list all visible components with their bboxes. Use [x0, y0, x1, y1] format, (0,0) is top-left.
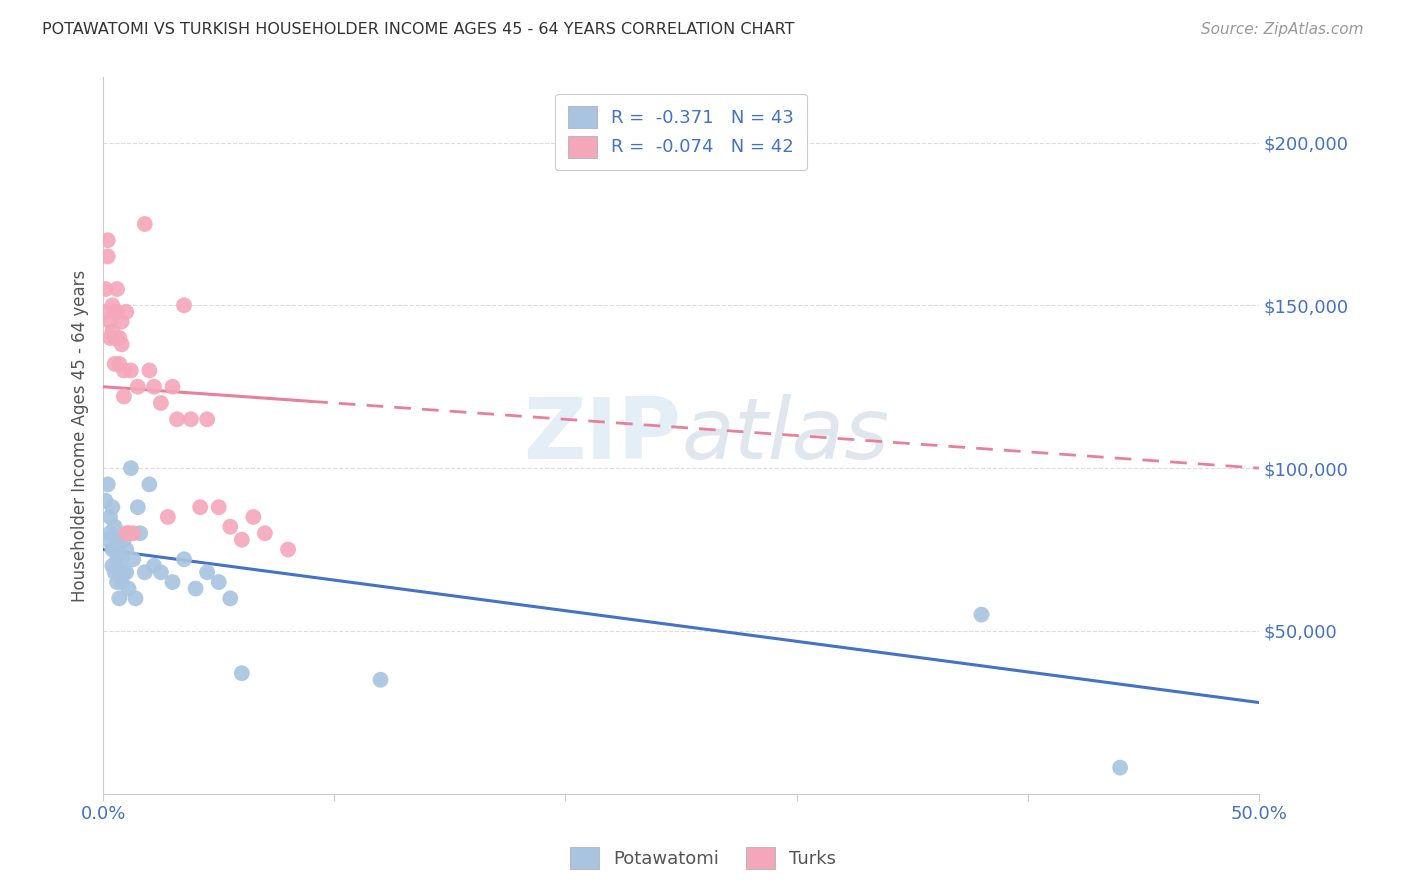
Point: [370, 673, 392, 687]
Point: [117, 582, 139, 596]
Point: [1109, 761, 1132, 775]
Legend: Potawatomi, Turks: Potawatomi, Turks: [561, 838, 845, 879]
Point: [117, 526, 139, 541]
Point: [188, 500, 211, 515]
Legend: R =  -0.371   N = 43, R =  -0.074   N = 42: R = -0.371 N = 43, R = -0.074 N = 42: [555, 94, 807, 170]
Point: [101, 558, 124, 573]
Point: [134, 217, 156, 231]
Point: [242, 510, 264, 524]
Point: [112, 533, 135, 547]
Point: [166, 412, 188, 426]
Point: [105, 533, 128, 547]
Point: [180, 412, 202, 426]
Point: [162, 380, 184, 394]
Point: [120, 363, 142, 377]
Point: [98, 510, 121, 524]
Point: [108, 566, 131, 580]
Point: [105, 552, 128, 566]
Point: [111, 575, 134, 590]
Point: [149, 566, 172, 580]
Point: [156, 510, 179, 524]
Point: [115, 542, 138, 557]
Point: [105, 282, 128, 296]
Point: [104, 331, 127, 345]
Point: [253, 526, 276, 541]
Point: [112, 363, 135, 377]
Point: [105, 575, 128, 590]
Point: [195, 412, 218, 426]
Point: [104, 566, 127, 580]
Text: Source: ZipAtlas.com: Source: ZipAtlas.com: [1201, 22, 1364, 37]
Point: [108, 357, 131, 371]
Point: [105, 305, 128, 319]
Point: [219, 591, 242, 606]
Point: [138, 477, 160, 491]
Point: [111, 315, 134, 329]
Point: [112, 389, 135, 403]
Point: [115, 526, 138, 541]
Point: [97, 477, 120, 491]
Point: [162, 575, 184, 590]
Point: [108, 546, 131, 560]
Point: [101, 298, 124, 312]
Point: [94, 282, 117, 296]
Point: [122, 552, 145, 566]
Point: [104, 357, 127, 371]
Point: [173, 298, 195, 312]
Text: ZIP: ZIP: [523, 394, 681, 477]
Point: [111, 337, 134, 351]
Point: [277, 542, 299, 557]
Point: [98, 315, 121, 329]
Point: [104, 305, 127, 319]
Point: [173, 552, 195, 566]
Point: [104, 542, 127, 557]
Point: [97, 250, 120, 264]
Point: [122, 526, 145, 541]
Point: [97, 533, 120, 547]
Point: [208, 500, 231, 515]
Point: [970, 607, 993, 622]
Point: [129, 526, 152, 541]
Point: [195, 566, 218, 580]
Text: atlas: atlas: [681, 394, 889, 477]
Point: [143, 380, 166, 394]
Point: [94, 493, 117, 508]
Point: [124, 591, 146, 606]
Point: [98, 526, 121, 541]
Point: [101, 500, 124, 515]
Point: [101, 542, 124, 557]
Point: [111, 552, 134, 566]
Point: [94, 305, 117, 319]
Point: [184, 582, 207, 596]
Point: [138, 363, 160, 377]
Point: [219, 519, 242, 533]
Point: [112, 566, 135, 580]
Point: [120, 461, 142, 475]
Point: [127, 500, 149, 515]
Point: [127, 380, 149, 394]
Y-axis label: Householder Income Ages 45 - 64 years: Householder Income Ages 45 - 64 years: [72, 269, 89, 602]
Point: [115, 305, 138, 319]
Point: [208, 575, 231, 590]
Point: [143, 558, 166, 573]
Point: [108, 591, 131, 606]
Point: [97, 233, 120, 247]
Point: [231, 533, 253, 547]
Point: [149, 396, 172, 410]
Point: [104, 519, 127, 533]
Point: [115, 566, 138, 580]
Point: [101, 324, 124, 338]
Point: [108, 331, 131, 345]
Point: [98, 331, 121, 345]
Text: POTAWATOMI VS TURKISH HOUSEHOLDER INCOME AGES 45 - 64 YEARS CORRELATION CHART: POTAWATOMI VS TURKISH HOUSEHOLDER INCOME…: [42, 22, 794, 37]
Point: [134, 566, 156, 580]
Point: [231, 666, 253, 681]
